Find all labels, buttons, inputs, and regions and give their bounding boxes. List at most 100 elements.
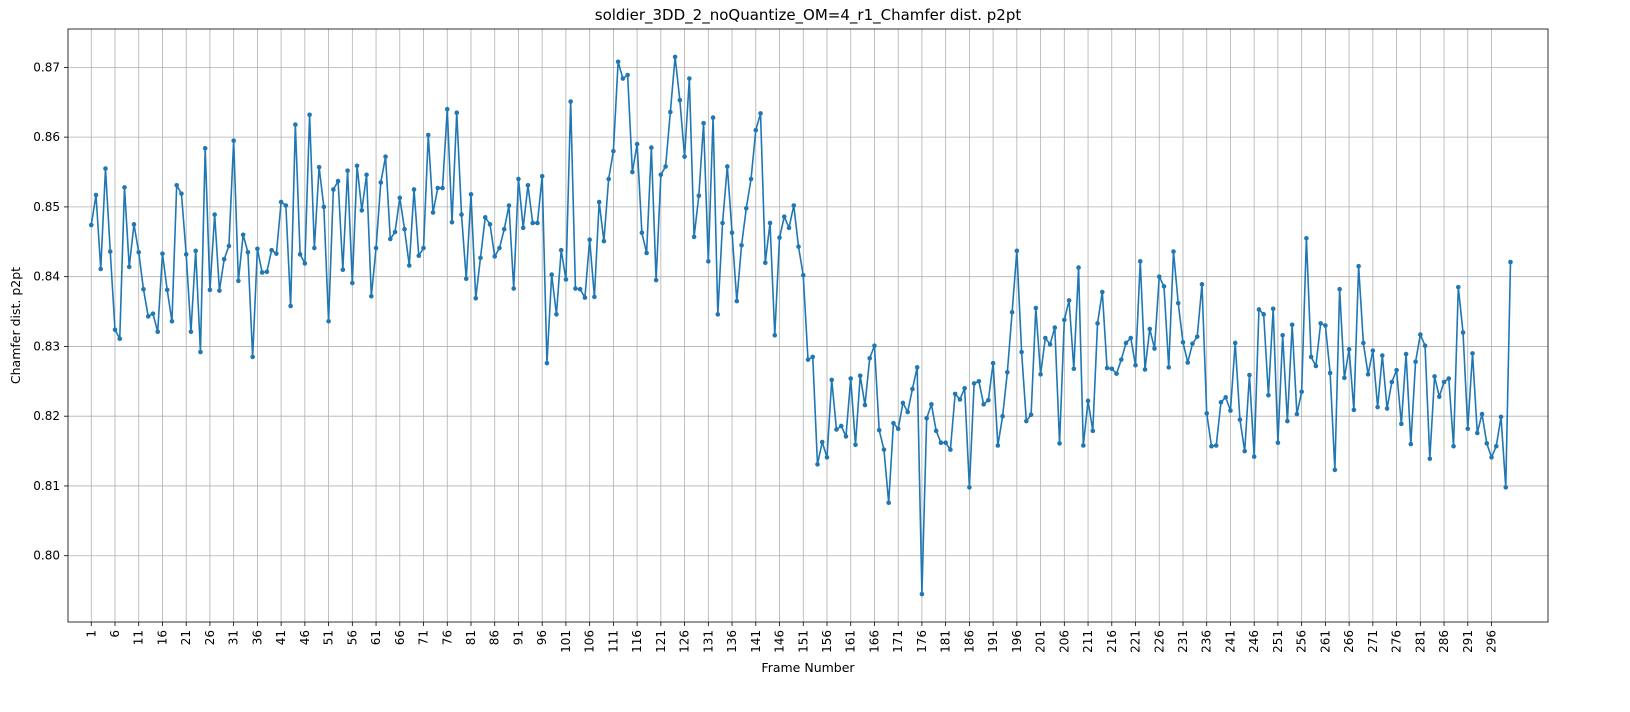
data-point <box>1351 407 1357 413</box>
data-point <box>1361 340 1366 346</box>
data-point <box>250 354 255 360</box>
x-tick-label: 96 <box>535 630 549 645</box>
data-point <box>1275 440 1281 446</box>
data-point <box>981 402 986 407</box>
x-tick-label: 216 <box>1105 630 1119 653</box>
x-tick-label: 231 <box>1176 630 1190 653</box>
data-point <box>501 226 507 232</box>
data-point <box>478 255 483 261</box>
data-point <box>900 400 906 406</box>
data-point <box>1161 284 1167 289</box>
y-tick-label: 0.84 <box>33 270 60 284</box>
data-point <box>1071 366 1077 372</box>
data-point <box>634 141 640 147</box>
x-tick-label: 66 <box>393 630 407 645</box>
data-point <box>573 286 578 291</box>
data-point <box>506 203 512 208</box>
data-point <box>1327 370 1333 376</box>
data-point <box>696 193 702 199</box>
data-point <box>530 220 535 226</box>
data-point <box>929 402 934 407</box>
x-tick-label: 76 <box>440 630 454 645</box>
data-point <box>1451 443 1456 449</box>
data-point <box>302 261 308 266</box>
data-point <box>435 185 441 191</box>
data-point <box>1147 326 1153 332</box>
data-point <box>1152 346 1157 351</box>
data-point <box>990 360 996 366</box>
data-point <box>1014 248 1020 254</box>
y-axis-label: Chamfer dist. p2pt <box>8 267 23 384</box>
x-tick-label: 146 <box>773 630 787 653</box>
data-point <box>857 373 863 379</box>
x-tick-label: 21 <box>179 630 193 645</box>
data-point <box>962 385 967 391</box>
data-point <box>1346 346 1352 352</box>
data-point <box>1375 404 1380 410</box>
data-point <box>1394 367 1399 373</box>
data-point <box>739 242 744 248</box>
data-point <box>976 379 982 384</box>
data-point <box>577 286 583 292</box>
data-point <box>497 245 502 251</box>
data-point <box>259 270 265 275</box>
data-point <box>274 251 279 256</box>
data-point <box>444 106 450 112</box>
data-point <box>1204 411 1210 416</box>
data-point <box>103 166 108 171</box>
data-point <box>620 76 626 81</box>
data-point <box>1142 367 1148 372</box>
data-point <box>663 164 668 169</box>
data-point <box>938 440 944 446</box>
data-point <box>1299 389 1304 395</box>
data-point <box>691 234 697 240</box>
data-point <box>587 237 592 242</box>
data-point <box>539 173 545 179</box>
data-point <box>1342 375 1347 381</box>
data-point <box>525 182 531 188</box>
x-tick-label: 251 <box>1271 630 1285 653</box>
data-point <box>240 232 246 238</box>
data-point <box>1465 426 1471 432</box>
y-tick-label: 0.86 <box>33 130 60 144</box>
data-point <box>881 447 887 452</box>
data-point <box>1019 349 1024 355</box>
data-point <box>848 376 854 381</box>
data-point <box>207 287 213 293</box>
data-point <box>193 248 198 254</box>
data-point <box>1289 322 1295 328</box>
data-point <box>126 264 132 270</box>
data-point <box>164 287 170 293</box>
data-point <box>1422 343 1428 349</box>
x-tick-label: 221 <box>1129 630 1143 653</box>
data-point <box>824 455 830 460</box>
data-point <box>236 278 241 284</box>
data-point <box>644 250 649 256</box>
x-tick-label: 286 <box>1437 630 1451 653</box>
data-point <box>440 185 445 191</box>
data-point <box>777 235 782 240</box>
x-tick-label: 121 <box>654 630 668 653</box>
data-point <box>1446 376 1452 381</box>
data-point <box>1038 372 1043 377</box>
data-point <box>615 59 621 65</box>
data-point <box>1199 282 1205 287</box>
data-point <box>649 145 654 150</box>
data-point <box>1081 443 1086 448</box>
x-tick-label: 51 <box>322 630 336 645</box>
series-chamfer-dist <box>88 54 1513 597</box>
data-point <box>734 298 740 304</box>
data-point <box>383 154 388 159</box>
data-point <box>1237 417 1243 422</box>
data-point <box>1209 443 1214 449</box>
data-point <box>967 485 972 490</box>
data-point <box>1156 274 1162 279</box>
data-point <box>729 230 735 236</box>
data-point <box>369 293 374 299</box>
x-tick-label: 261 <box>1318 630 1332 653</box>
data-point <box>421 245 426 251</box>
data-point <box>1057 441 1062 446</box>
x-tick-label: 241 <box>1223 630 1237 653</box>
data-point <box>800 272 806 278</box>
data-point <box>1180 339 1186 345</box>
